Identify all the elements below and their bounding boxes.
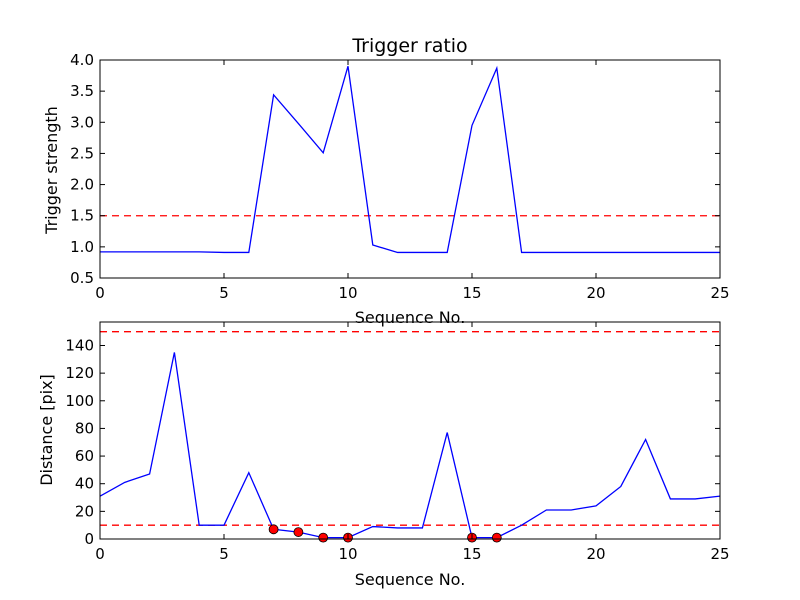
series-line bbox=[99, 352, 721, 539]
data-point-marker bbox=[268, 524, 279, 535]
x-axis-label: Sequence No. bbox=[355, 570, 466, 589]
plot-frame bbox=[99, 59, 721, 279]
x-tick-label: 25 bbox=[710, 284, 729, 302]
x-tick-label: 25 bbox=[710, 545, 729, 563]
y-tick-label: 4.0 bbox=[70, 51, 94, 69]
y-tick-label: 1.0 bbox=[70, 238, 94, 256]
y-tick-label: 1.5 bbox=[70, 207, 94, 225]
series-line bbox=[100, 65, 720, 254]
y-tick-label: 100 bbox=[65, 392, 94, 410]
y-tick-label: 2.0 bbox=[70, 176, 94, 194]
trigger-ratio-plot: Trigger ratio Sequence No. Trigger stren… bbox=[42, 35, 730, 327]
x-axis-label: Sequence No. bbox=[355, 308, 466, 327]
x-tick-label: 15 bbox=[462, 545, 481, 563]
y-tick-label: 120 bbox=[65, 364, 94, 382]
y-tick-label: 40 bbox=[75, 475, 94, 493]
y-axis-label: Trigger strength bbox=[42, 106, 61, 235]
x-tick-label: 0 bbox=[95, 284, 105, 302]
x-tick-label: 5 bbox=[219, 545, 229, 563]
x-tick-label: 10 bbox=[338, 545, 357, 563]
y-tick-label: 3.0 bbox=[70, 113, 94, 131]
y-tick-label: 20 bbox=[75, 502, 94, 520]
y-tick-label: 140 bbox=[65, 336, 94, 354]
y-tick-label: 60 bbox=[75, 447, 94, 465]
data-point-marker bbox=[318, 532, 329, 543]
x-tick-label: 0 bbox=[95, 545, 105, 563]
data-point-marker bbox=[491, 532, 502, 543]
y-tick-label: 0.5 bbox=[70, 269, 94, 287]
y-tick-label: 2.5 bbox=[70, 144, 94, 162]
x-tick-label: 10 bbox=[338, 284, 357, 302]
x-tick-label: 5 bbox=[219, 284, 229, 302]
y-tick-label: 80 bbox=[75, 419, 94, 437]
x-tick-label: 20 bbox=[586, 284, 605, 302]
chart-title: Trigger ratio bbox=[351, 35, 467, 57]
plot-frame bbox=[99, 321, 721, 540]
x-tick-label: 15 bbox=[462, 284, 481, 302]
distance-plot: Sequence No. Distance [pix] 0 5 10 15 20 25 0 2… bbox=[37, 321, 730, 589]
data-point-marker bbox=[293, 527, 304, 537]
y-axis-label: Distance [pix] bbox=[37, 374, 56, 486]
x-tick-label: 20 bbox=[586, 545, 605, 563]
y-tick-label: 0 bbox=[84, 530, 94, 548]
y-tick-label: 3.5 bbox=[70, 82, 94, 100]
